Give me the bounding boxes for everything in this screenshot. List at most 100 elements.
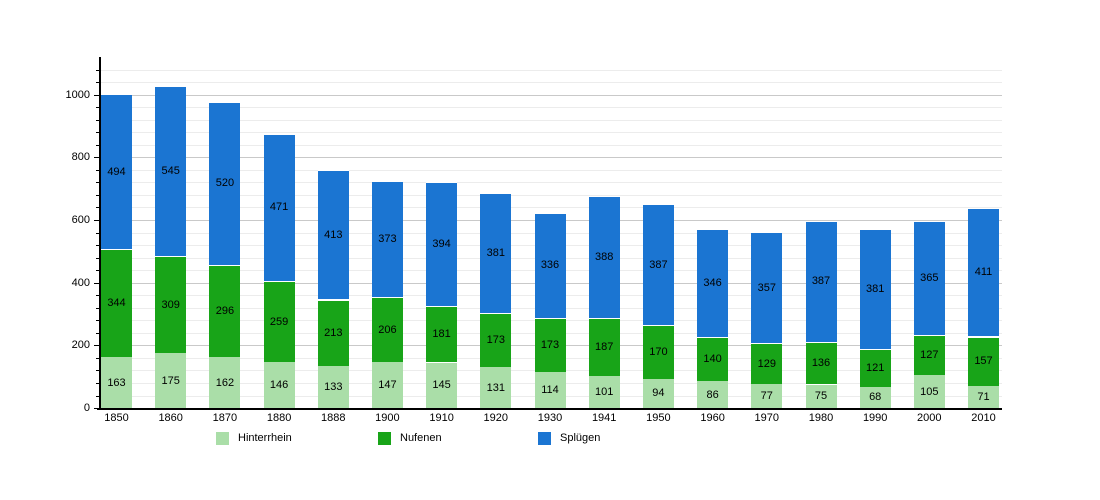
bar-segment-spl-gen-1870 bbox=[209, 101, 241, 265]
bar-segment-nufenen-1888 bbox=[317, 299, 349, 367]
bar-value-label: 71 bbox=[977, 390, 990, 403]
y-minor-tick bbox=[96, 169, 100, 171]
bar-value-label: 388 bbox=[595, 250, 614, 263]
minor-gridline bbox=[100, 207, 1002, 209]
bar-segment-spl-gen-2000 bbox=[913, 220, 945, 336]
x-tick-label: 1850 bbox=[104, 412, 129, 424]
bar-segment-hinterrhein-1930 bbox=[534, 372, 566, 408]
bar-segment-spl-gen-1860 bbox=[155, 85, 187, 257]
bar-value-label: 101 bbox=[595, 386, 614, 399]
major-gridline bbox=[100, 157, 1002, 159]
bar-value-label: 163 bbox=[107, 376, 126, 389]
bar-value-label: 206 bbox=[378, 323, 397, 336]
bar-value-label: 545 bbox=[161, 164, 180, 177]
y-major-tick bbox=[94, 282, 100, 284]
bar-segment-nufenen-1920 bbox=[480, 312, 512, 367]
y-major-tick bbox=[94, 220, 100, 221]
bar-segment-spl-gen-1941 bbox=[588, 196, 620, 318]
bar-value-label: 75 bbox=[814, 390, 828, 403]
bar-segment-spl-gen-1960 bbox=[697, 228, 729, 338]
bar-value-label: 309 bbox=[161, 298, 180, 311]
legend-label-hinterrhein: Hinterrhein bbox=[238, 432, 292, 444]
bar-segment-hinterrhein-1860 bbox=[155, 353, 187, 408]
x-tick-label: 1888 bbox=[321, 412, 346, 424]
bar-segment-spl-gen-1880 bbox=[263, 133, 295, 282]
bar-segment-hinterrhein-1850 bbox=[101, 356, 132, 408]
bar-segment-nufenen-1910 bbox=[426, 305, 458, 363]
bar-value-label: 394 bbox=[432, 238, 451, 251]
y-tick-label: 400 bbox=[71, 276, 90, 289]
x-tick-label: 2010 bbox=[971, 412, 996, 424]
x-tick-label: 1860 bbox=[158, 412, 183, 424]
y-minor-tick bbox=[96, 144, 100, 146]
x-tick-label: 1900 bbox=[375, 412, 400, 424]
bar-value-label: 173 bbox=[540, 339, 560, 352]
legend-swatch-hinterrhein bbox=[216, 432, 229, 445]
legend-swatch-spluegen bbox=[538, 432, 551, 445]
bar-segment-spl-gen-1950 bbox=[642, 204, 674, 326]
bar-value-label: 365 bbox=[920, 272, 939, 285]
bar-value-label: 381 bbox=[866, 283, 885, 296]
bar-value-label: 114 bbox=[541, 384, 559, 397]
bar-value-label: 181 bbox=[432, 328, 451, 341]
bar-segment-spl-gen-1850 bbox=[101, 94, 132, 250]
y-minor-tick bbox=[96, 270, 100, 272]
bar-segment-spl-gen-2010 bbox=[968, 207, 999, 337]
bar-segment-spl-gen-1930 bbox=[534, 212, 566, 319]
bar-value-label: 173 bbox=[486, 333, 505, 346]
bar-segment-nufenen-2000 bbox=[913, 335, 945, 376]
minor-gridline bbox=[100, 194, 1002, 196]
bar-value-label: 387 bbox=[649, 258, 668, 271]
bar-value-label: 344 bbox=[107, 297, 126, 309]
y-minor-tick bbox=[96, 119, 100, 121]
bar-segment-hinterrhein-1888 bbox=[317, 366, 349, 408]
bar-value-label: 77 bbox=[760, 389, 773, 402]
minor-gridline bbox=[100, 169, 1002, 171]
bar-segment-nufenen-1850 bbox=[101, 249, 132, 357]
y-minor-tick bbox=[96, 307, 100, 309]
minor-gridline bbox=[100, 107, 1002, 109]
major-gridline bbox=[100, 94, 1002, 96]
bar-segment-hinterrhein-1950 bbox=[642, 378, 674, 408]
bar-segment-spl-gen-1970 bbox=[751, 231, 783, 344]
bar-value-label: 187 bbox=[595, 341, 614, 353]
y-minor-tick bbox=[96, 132, 100, 134]
x-tick-label: 1870 bbox=[212, 412, 238, 424]
x-tick-label: 1920 bbox=[483, 412, 509, 424]
x-tick-label: 1910 bbox=[429, 412, 454, 424]
x-tick-label: 2000 bbox=[917, 412, 942, 424]
bar-value-label: 336 bbox=[540, 259, 560, 272]
bar-segment-nufenen-1950 bbox=[642, 325, 674, 379]
minor-gridline bbox=[100, 69, 1002, 71]
bar-segment-spl-gen-1900 bbox=[371, 180, 403, 298]
bar-value-label: 105 bbox=[920, 385, 939, 398]
bar-segment-spl-gen-1920 bbox=[480, 193, 512, 313]
x-tick-label: 1990 bbox=[862, 412, 888, 424]
legend-label-nufenen: Nufenen bbox=[400, 432, 442, 444]
y-minor-tick bbox=[96, 232, 100, 234]
y-axis bbox=[99, 57, 101, 410]
y-minor-tick bbox=[96, 245, 100, 246]
bar-value-label: 170 bbox=[649, 345, 668, 358]
y-minor-tick bbox=[96, 332, 100, 334]
bar-value-label: 127 bbox=[920, 349, 939, 362]
bar-segment-nufenen-1970 bbox=[751, 343, 783, 384]
bar-value-label: 145 bbox=[432, 379, 451, 392]
y-major-tick bbox=[94, 94, 100, 96]
y-tick-label: 0 bbox=[83, 402, 90, 414]
bar-value-label: 162 bbox=[215, 376, 235, 389]
y-minor-tick bbox=[96, 357, 100, 359]
bar-value-label: 346 bbox=[703, 277, 722, 289]
y-minor-tick bbox=[96, 370, 100, 372]
legend-swatch-nufenen bbox=[378, 432, 391, 445]
bar-segment-hinterrhein-1980 bbox=[805, 384, 837, 408]
x-tick-label: 1880 bbox=[266, 412, 292, 424]
bar-segment-nufenen-1860 bbox=[155, 256, 187, 354]
y-minor-tick bbox=[96, 182, 100, 184]
x-tick-label: 1960 bbox=[700, 412, 725, 424]
minor-gridline bbox=[100, 119, 1002, 121]
minor-gridline bbox=[100, 82, 1002, 84]
bar-segment-nufenen-1960 bbox=[697, 337, 729, 382]
bar-segment-nufenen-1990 bbox=[859, 348, 891, 387]
bar-value-label: 373 bbox=[378, 232, 397, 245]
